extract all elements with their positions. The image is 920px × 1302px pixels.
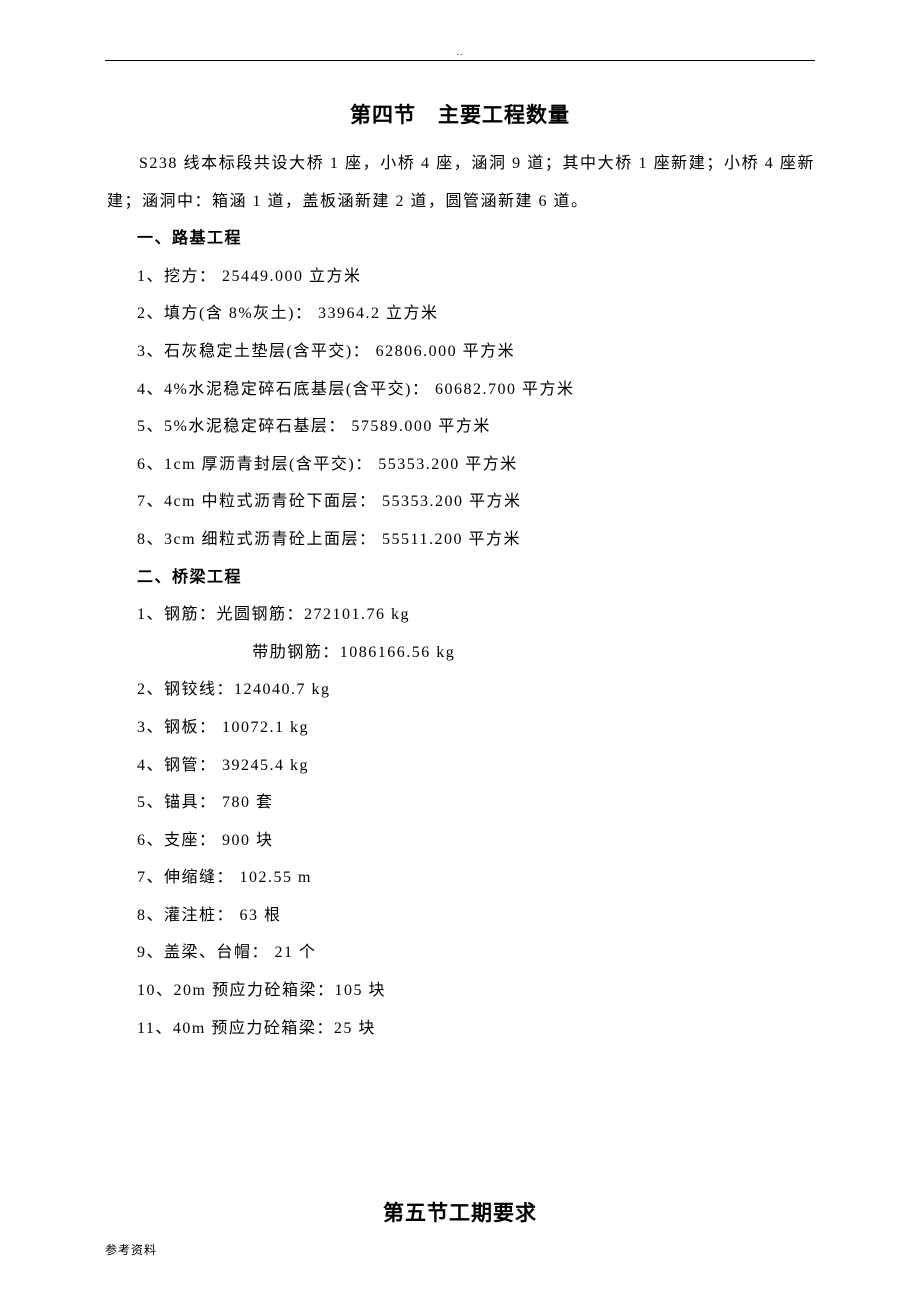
bridge-item-1: 1、钢筋：光圆钢筋：272101.76 kg [105, 596, 815, 634]
bridge-item-1-sub: 带肋钢筋：1086166.56 kg [105, 634, 815, 672]
bridge-item-11: 11、40m 预应力砼箱梁：25 块 [105, 1010, 815, 1048]
subgrade-item-4: 4、4%水泥稳定碎石底基层(含平交)： 60682.700 平方米 [105, 371, 815, 409]
section-5-title-left: 第五节 [383, 1202, 449, 1225]
subgrade-item-5: 5、5%水泥稳定碎石基层： 57589.000 平方米 [105, 408, 815, 446]
section-5-title-right: 工期要求 [449, 1202, 537, 1225]
section-4-intro: S238 线本标段共设大桥 1 座，小桥 4 座，涵洞 9 道；其中大桥 1 座… [107, 145, 815, 220]
subgrade-item-2: 2、填方(含 8%灰土)： 33964.2 立方米 [105, 295, 815, 333]
subgrade-item-7: 7、4cm 中粒式沥青砼下面层： 55353.200 平方米 [105, 483, 815, 521]
subgrade-heading: 一、路基工程 [105, 220, 815, 258]
bridge-item-7: 7、伸缩缝： 102.55 m [105, 859, 815, 897]
bridge-item-4: 4、钢管： 39245.4 kg [105, 747, 815, 785]
document-page: 第四节主要工程数量 S238 线本标段共设大桥 1 座，小桥 4 座，涵洞 9 … [0, 0, 920, 1267]
subgrade-item-8: 8、3cm 细粒式沥青砼上面层： 55511.200 平方米 [105, 521, 815, 559]
bridge-item-3: 3、钢板： 10072.1 kg [105, 709, 815, 747]
subgrade-items: 1、挖方： 25449.000 立方米2、填方(含 8%灰土)： 33964.2… [105, 258, 815, 559]
subgrade-item-1: 1、挖方： 25449.000 立方米 [105, 258, 815, 296]
bridge-item-9: 9、盖梁、台帽： 21 个 [105, 934, 815, 972]
section-5-title: 第五节工期要求 [105, 1197, 815, 1227]
header-rule [105, 60, 815, 61]
section-4-title-left: 第四节 [350, 104, 416, 127]
section-4-title: 第四节主要工程数量 [105, 99, 815, 129]
subgrade-item-3: 3、石灰稳定土垫层(含平交)： 62806.000 平方米 [105, 333, 815, 371]
bridge-item-5: 5、锚具： 780 套 [105, 784, 815, 822]
footer-text: 参考资料 [105, 1241, 157, 1258]
subgrade-item-6: 6、1cm 厚沥青封层(含平交)： 55353.200 平方米 [105, 446, 815, 484]
bridge-item-10: 10、20m 预应力砼箱梁：105 块 [105, 972, 815, 1010]
bridge-items-rest: 2、钢铰线：124040.7 kg3、钢板： 10072.1 kg4、钢管： 3… [105, 671, 815, 1047]
section-4-title-right: 主要工程数量 [438, 104, 570, 127]
bridge-item-2: 2、钢铰线：124040.7 kg [105, 671, 815, 709]
bridge-heading: 二、桥梁工程 [105, 559, 815, 597]
bridge-item-8: 8、灌注桩： 63 根 [105, 897, 815, 935]
bridge-item-6: 6、支座： 900 块 [105, 822, 815, 860]
